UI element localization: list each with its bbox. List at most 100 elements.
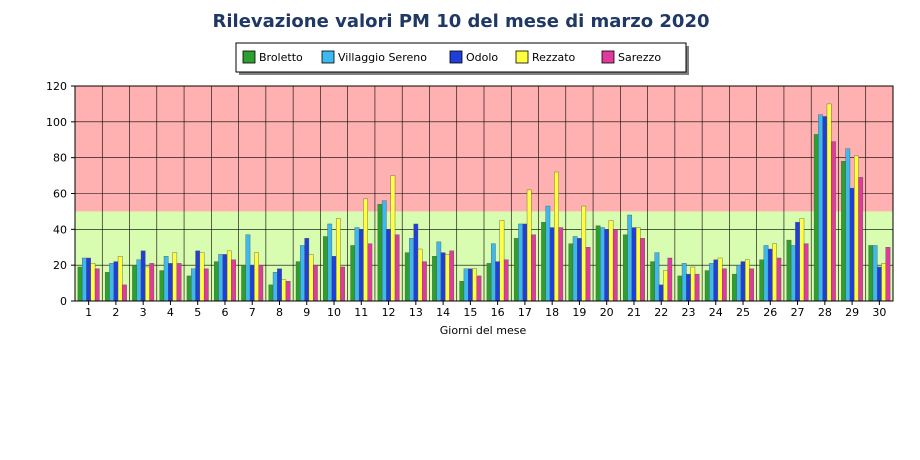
x-tick-label: 14: [436, 306, 450, 319]
bar-rezzato-day-15: [472, 268, 478, 302]
bar-rezzato-day-13: [417, 248, 423, 302]
bar-sarezzo-day-24: [722, 268, 727, 302]
x-tick-label: 28: [818, 306, 832, 319]
bar-sarezzo-day-26: [776, 257, 782, 302]
bar-rezzato-day-12: [390, 175, 396, 302]
bar-villaggio-sereno-day-29: [845, 148, 851, 302]
bar-odolo-day-5: [195, 250, 201, 302]
bar-broletto-day-8: [268, 284, 274, 302]
legend-swatch-odolo: [449, 50, 463, 64]
bar-sarezzo-day-22: [667, 257, 673, 302]
bar-villaggio-sereno-day-1: [81, 257, 87, 302]
bar-odolo-day-29: [849, 187, 855, 302]
bar-rezzato-day-3: [145, 266, 150, 302]
bar-villaggio-sereno-day-11: [354, 227, 360, 302]
bar-rezzato-day-19: [581, 205, 587, 302]
bar-rezzato-day-2: [117, 256, 123, 302]
bar-rezzato-day-25: [744, 259, 750, 302]
x-tick-label: 27: [791, 306, 805, 319]
bar-odolo-day-25: [740, 261, 746, 302]
bar-villaggio-sereno-day-7: [245, 234, 251, 302]
bar-odolo-day-16: [495, 261, 500, 302]
bar-rezzato-day-1: [90, 263, 96, 302]
bar-villaggio-sereno-day-18: [545, 205, 551, 302]
bar-odolo-day-19: [577, 238, 582, 302]
bar-villaggio-sereno-day-27: [790, 245, 796, 302]
x-tick-label: 23: [682, 306, 696, 319]
bar-rezzato-day-7: [254, 252, 259, 302]
bar-rezzato-day-22: [663, 270, 668, 302]
bar-sarezzo-day-8: [285, 281, 291, 302]
bar-broletto-day-6: [214, 261, 219, 302]
bar-broletto-day-25: [732, 273, 737, 302]
y-tick-label: 20: [53, 259, 67, 272]
bar-odolo-day-14: [440, 252, 446, 302]
bar-rezzato-day-24: [717, 257, 723, 302]
bar-broletto-day-22: [650, 261, 655, 302]
bar-broletto-day-24: [704, 270, 710, 302]
legend-swatch-rezzato: [515, 50, 529, 64]
x-tick-label: 17: [518, 306, 532, 319]
bar-rezzato-day-6: [226, 250, 232, 302]
bar-odolo-day-18: [549, 227, 555, 302]
bar-villaggio-sereno-day-22: [654, 252, 660, 302]
bar-broletto-day-7: [241, 264, 246, 302]
bar-rezzato-day-30: [881, 263, 887, 302]
bar-villaggio-sereno-day-13: [409, 238, 414, 302]
legend: Broletto Villaggio Sereno Odolo Rezzato Sare…: [235, 42, 689, 75]
x-tick-label: 2: [112, 306, 119, 319]
bar-sarezzo-day-3: [149, 263, 155, 302]
x-tick-label: 18: [545, 306, 559, 319]
y-tick-label: 60: [53, 188, 67, 201]
bar-villaggio-sereno-day-6: [218, 254, 224, 302]
bar-broletto-day-29: [841, 161, 846, 302]
bar-odolo-day-10: [331, 256, 337, 302]
legend-label-villaggio-sereno: Villaggio Sereno: [338, 51, 427, 64]
bar-broletto-day-23: [677, 275, 683, 302]
legend-label-sarezzo: Sarezzo: [618, 51, 661, 64]
bar-sarezzo-day-16: [503, 259, 509, 302]
legend-label-broletto: Broletto: [259, 51, 303, 64]
bar-sarezzo-day-11: [367, 243, 373, 302]
bar-villaggio-sereno-day-15: [463, 268, 469, 302]
bar-odolo-day-7: [249, 264, 255, 302]
bar-odolo-day-6: [222, 254, 228, 302]
x-tick-label: 9: [303, 306, 310, 319]
bar-rezzato-day-27: [799, 218, 805, 302]
bar-rezzato-day-29: [854, 155, 859, 302]
bar-odolo-day-26: [767, 248, 773, 302]
bar-broletto-day-30: [868, 245, 874, 302]
bar-broletto-day-5: [186, 275, 192, 302]
bar-rezzato-day-11: [363, 198, 368, 302]
x-tick-label: 19: [572, 306, 586, 319]
bar-broletto-day-17: [513, 238, 519, 302]
bar-sarezzo-day-10: [340, 266, 345, 302]
bar-broletto-day-28: [813, 134, 819, 302]
bar-broletto-day-27: [786, 239, 792, 302]
bar-villaggio-sereno-day-20: [600, 227, 605, 302]
x-tick-label: 15: [463, 306, 477, 319]
bar-sarezzo-day-12: [394, 234, 400, 302]
y-tick-label: 100: [46, 116, 67, 129]
bar-villaggio-sereno-day-21: [627, 214, 633, 302]
bar-sarezzo-day-29: [858, 177, 864, 302]
bar-villaggio-sereno-day-19: [572, 236, 578, 302]
bar-odolo-day-4: [168, 263, 173, 302]
x-tick-label: 26: [763, 306, 777, 319]
bar-rezzato-day-8: [281, 279, 287, 302]
bar-villaggio-sereno-day-2: [109, 263, 114, 302]
bar-odolo-day-15: [468, 268, 473, 302]
bar-odolo-day-28: [822, 116, 828, 302]
x-tick-label: 30: [872, 306, 886, 319]
y-ticks: 0 20 40 60 80 100 120: [46, 80, 75, 308]
bar-villaggio-sereno-day-16: [490, 243, 496, 302]
bar-broletto-day-12: [377, 204, 383, 302]
bar-villaggio-sereno-day-10: [327, 223, 333, 302]
x-tick-label: 4: [167, 306, 174, 319]
bar-villaggio-sereno-day-12: [381, 200, 387, 302]
bar-odolo-day-20: [604, 229, 610, 302]
bar-broletto-day-16: [486, 263, 492, 302]
bar-villaggio-sereno-day-26: [763, 245, 769, 302]
bar-rezzato-day-5: [199, 252, 205, 302]
